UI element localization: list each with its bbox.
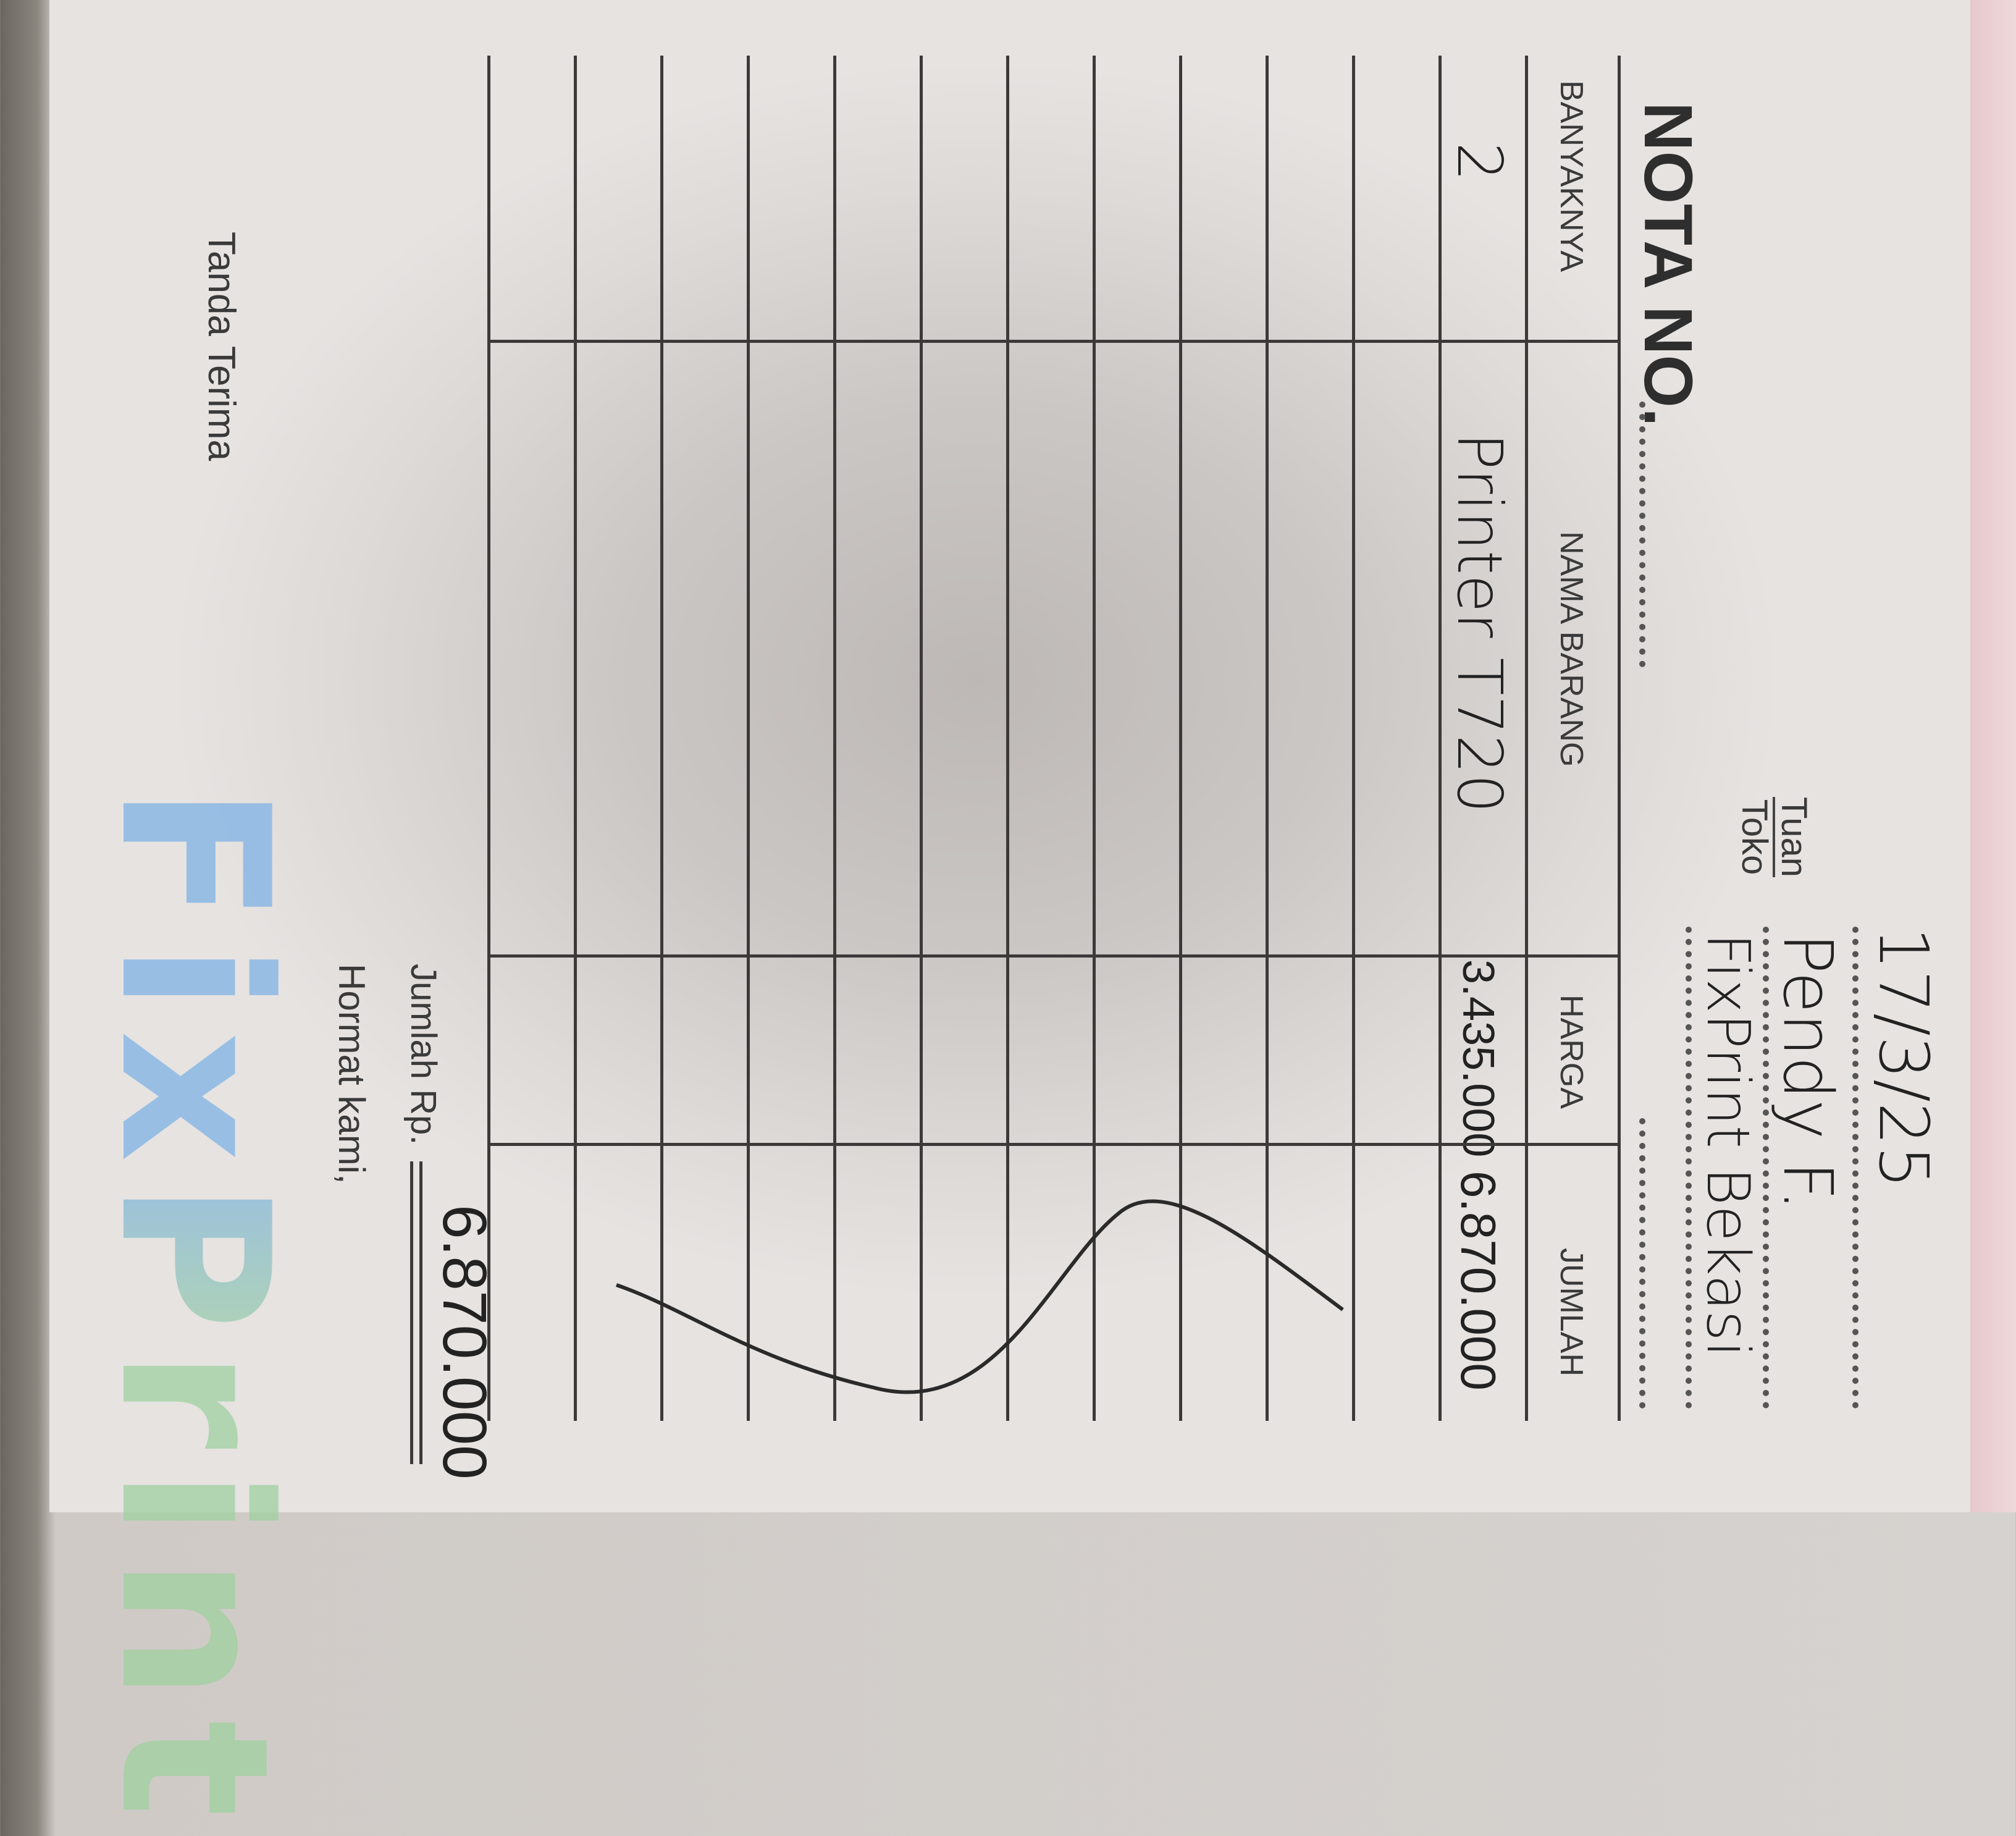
hormat-kami-label: Hormat kami, [331,964,372,1184]
paper-background [49,0,1970,1512]
strike-path [616,1199,1344,1394]
total-underline [410,1161,413,1464]
receipt-document: FixPrint 17/3/25 Tuan Toko Pendy F. FixP… [75,56,1943,1836]
tanda-terima-label: Tanda Terima [200,232,243,461]
pink-copy-edge [1970,0,2016,1512]
total-underline [419,1161,422,1464]
cancel-strike-line [616,1199,1344,1394]
total-label: Jumlah Rp. [403,964,443,1145]
total-value: 6.870.000 [430,1205,499,1480]
